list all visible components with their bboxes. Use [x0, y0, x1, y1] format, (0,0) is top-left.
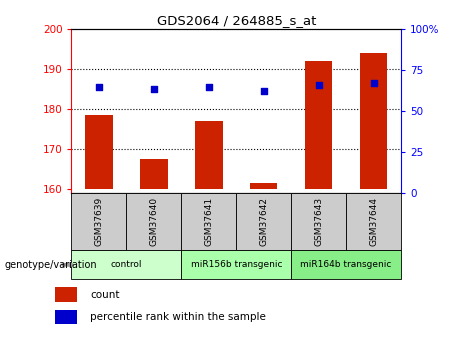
Text: GSM37640: GSM37640: [149, 197, 159, 246]
Text: GSM37643: GSM37643: [314, 197, 323, 246]
Bar: [55, 310, 77, 324]
Point: [315, 82, 322, 88]
Point: [370, 80, 377, 86]
Point: [150, 87, 158, 92]
Bar: [360, 53, 387, 189]
Bar: [236, 193, 291, 250]
Bar: [126, 193, 181, 250]
Bar: [181, 250, 291, 279]
Bar: [305, 61, 332, 189]
Bar: [346, 193, 401, 250]
Point: [95, 85, 103, 90]
Text: GSM37644: GSM37644: [369, 197, 378, 246]
Text: GSM37642: GSM37642: [259, 197, 268, 246]
Title: GDS2064 / 264885_s_at: GDS2064 / 264885_s_at: [157, 14, 316, 27]
Text: genotype/variation: genotype/variation: [5, 260, 97, 270]
Text: GSM37641: GSM37641: [204, 197, 213, 246]
Text: control: control: [111, 260, 142, 269]
Point: [205, 85, 213, 90]
Text: miR164b transgenic: miR164b transgenic: [301, 260, 392, 269]
Text: GSM37639: GSM37639: [95, 197, 103, 246]
Bar: [85, 115, 112, 189]
Bar: [291, 193, 346, 250]
Text: miR156b transgenic: miR156b transgenic: [190, 260, 282, 269]
Text: percentile rank within the sample: percentile rank within the sample: [90, 312, 266, 322]
Bar: [140, 159, 168, 189]
Bar: [291, 250, 401, 279]
Bar: [250, 183, 278, 189]
Bar: [71, 250, 181, 279]
Text: count: count: [90, 289, 120, 299]
Point: [260, 89, 267, 94]
Bar: [181, 193, 236, 250]
Bar: [55, 287, 77, 302]
Bar: [195, 121, 223, 189]
Bar: [71, 193, 126, 250]
